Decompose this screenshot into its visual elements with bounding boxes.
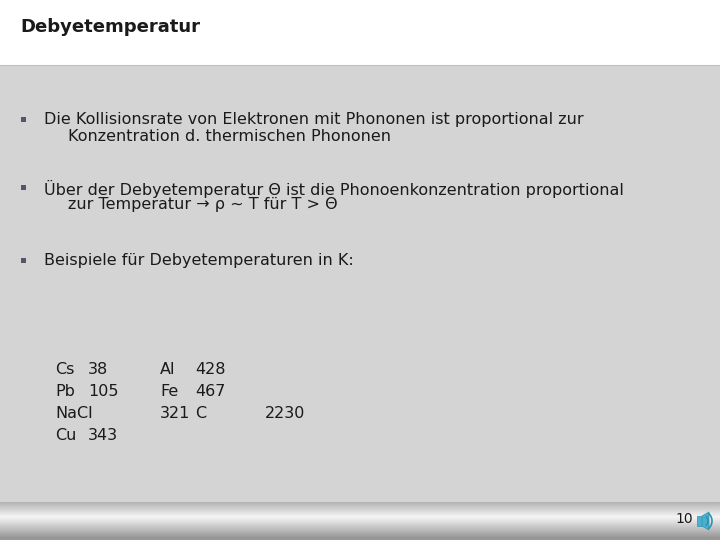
Bar <box>0 524 720 525</box>
Bar <box>0 539 720 540</box>
Bar <box>0 503 720 504</box>
Text: 321: 321 <box>160 406 190 421</box>
Text: Über der Debyetemperatur Θ ist die Phonoenkonzentration proportional: Über der Debyetemperatur Θ ist die Phono… <box>44 180 624 198</box>
Bar <box>0 514 720 515</box>
Text: Cu: Cu <box>55 428 76 443</box>
Text: Pb: Pb <box>55 384 75 399</box>
Bar <box>0 531 720 532</box>
Bar <box>0 528 720 529</box>
Bar <box>0 525 720 526</box>
Bar <box>21 185 26 190</box>
Bar <box>0 537 720 538</box>
Text: Fe: Fe <box>160 384 179 399</box>
Bar <box>0 532 720 533</box>
Bar <box>0 503 720 504</box>
Bar <box>0 511 720 513</box>
Bar <box>697 516 702 526</box>
Text: 2230: 2230 <box>265 406 305 421</box>
Bar <box>0 526 720 528</box>
Bar <box>0 521 720 522</box>
Bar <box>0 514 720 515</box>
Bar <box>0 523 720 524</box>
Text: Cs: Cs <box>55 362 74 377</box>
Bar <box>0 517 720 518</box>
Bar <box>0 502 720 503</box>
Bar <box>0 528 720 529</box>
Bar <box>0 516 720 517</box>
Bar <box>0 516 720 517</box>
Bar <box>0 509 720 510</box>
Text: 467: 467 <box>195 384 225 399</box>
Text: Al: Al <box>160 362 176 377</box>
Bar <box>0 518 720 519</box>
Bar <box>0 511 720 512</box>
Text: 428: 428 <box>195 362 225 377</box>
Bar <box>0 533 720 534</box>
Bar <box>0 502 720 503</box>
Text: 343: 343 <box>88 428 118 443</box>
Bar <box>0 527 720 528</box>
Bar <box>0 530 720 531</box>
Bar <box>0 508 720 509</box>
Bar <box>0 0 720 65</box>
Bar <box>21 258 26 262</box>
Bar <box>21 117 26 122</box>
Text: Die Kollisionsrate von Elektronen mit Phononen ist proportional zur: Die Kollisionsrate von Elektronen mit Ph… <box>44 112 584 127</box>
Bar <box>0 536 720 537</box>
Bar <box>0 505 720 506</box>
Bar <box>0 65 720 502</box>
Bar <box>0 507 720 508</box>
Bar <box>0 532 720 534</box>
Bar <box>0 535 720 536</box>
Bar <box>0 529 720 530</box>
Bar <box>0 517 720 518</box>
Bar <box>0 507 720 508</box>
Bar <box>0 518 720 519</box>
Bar <box>0 531 720 532</box>
Text: 10: 10 <box>675 512 693 526</box>
Bar <box>0 535 720 536</box>
Bar <box>0 512 720 514</box>
Bar <box>0 524 720 525</box>
Text: 105: 105 <box>88 384 119 399</box>
Text: Beispiele für Debyetemperaturen in K:: Beispiele für Debyetemperaturen in K: <box>44 253 354 268</box>
Bar <box>0 522 720 523</box>
Bar <box>0 525 720 526</box>
Text: NaCl: NaCl <box>55 406 93 421</box>
Bar <box>0 534 720 535</box>
Bar <box>0 510 720 511</box>
Bar <box>0 520 720 521</box>
Text: zur Temperatur → ρ ~ T für T > Θ: zur Temperatur → ρ ~ T für T > Θ <box>68 197 338 212</box>
Polygon shape <box>702 512 709 530</box>
Bar <box>0 510 720 511</box>
Bar <box>0 505 720 507</box>
Bar <box>0 529 720 530</box>
Text: Konzentration d. thermischen Phononen: Konzentration d. thermischen Phononen <box>68 129 391 144</box>
Text: Debyetemperatur: Debyetemperatur <box>20 18 200 36</box>
Bar <box>0 515 720 516</box>
Bar <box>0 509 720 510</box>
Text: 38: 38 <box>88 362 108 377</box>
Bar <box>0 504 720 505</box>
Bar <box>0 538 720 539</box>
Text: C: C <box>195 406 206 421</box>
Bar <box>0 519 720 521</box>
Bar <box>0 521 720 522</box>
Bar <box>0 513 720 514</box>
Bar <box>0 536 720 537</box>
Bar <box>0 538 720 539</box>
Bar <box>0 506 720 507</box>
Bar <box>0 522 720 524</box>
